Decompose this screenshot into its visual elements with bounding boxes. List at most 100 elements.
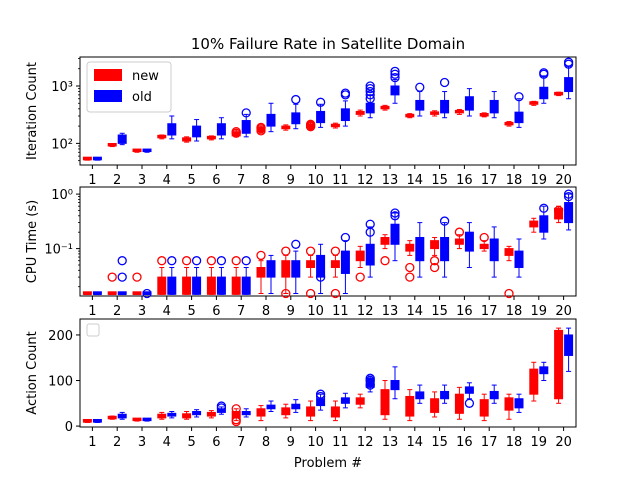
x-tick-label: 4 <box>163 435 171 450</box>
outlier-point <box>539 203 549 213</box>
box-body <box>564 334 574 356</box>
x-tick-label: 5 <box>187 435 195 450</box>
box-new-8 <box>256 122 266 136</box>
box-old-2 <box>117 256 127 296</box>
box-body <box>291 112 301 125</box>
outlier-point <box>539 68 549 78</box>
box-new-10 <box>306 400 316 422</box>
box-old-11 <box>340 392 350 409</box>
box-new-14 <box>405 113 415 119</box>
outlier-point <box>390 208 400 218</box>
box-body <box>514 250 524 269</box>
box-old-13 <box>390 66 400 104</box>
outlier-point <box>305 246 316 256</box>
box-body <box>464 231 474 252</box>
box-body <box>241 120 251 134</box>
outlier-point <box>390 66 400 76</box>
box-body <box>206 276 216 295</box>
box-new-15 <box>430 391 440 418</box>
x-tick-label: 19 <box>531 435 548 450</box>
box-old-12 <box>365 219 375 278</box>
box-body <box>454 393 464 414</box>
box-new-20 <box>553 205 564 224</box>
x-tick-label: 16 <box>456 173 473 188</box>
box-old-1 <box>92 291 102 296</box>
legend-empty <box>86 323 100 337</box>
box-new-12 <box>355 109 365 117</box>
x-tick-label: 8 <box>262 173 270 188</box>
outlier-point <box>231 127 241 137</box>
outlier-point <box>291 94 301 105</box>
x-tick-label: 14 <box>407 173 424 188</box>
x-tick-label: 8 <box>262 304 270 319</box>
outlier-point <box>429 262 440 273</box>
y-tick-label: 10³ <box>51 80 73 95</box>
plot-frame <box>79 56 577 166</box>
x-tick-label: 1 <box>88 435 96 450</box>
box-old-7 <box>241 408 251 418</box>
box-body <box>157 276 167 295</box>
box-new-16 <box>454 386 464 420</box>
box-old-20 <box>563 189 574 231</box>
box-old-20 <box>563 57 574 100</box>
box-body <box>281 260 291 278</box>
legend-label-old: old <box>132 90 152 105</box>
x-tick-label: 3 <box>138 173 146 188</box>
box-new-14 <box>405 389 415 422</box>
box-body <box>365 102 375 114</box>
outlier-point <box>216 401 227 411</box>
x-tick-label: 6 <box>212 304 220 319</box>
outlier-point <box>330 288 341 299</box>
x-axis-label: Problem # <box>294 456 362 471</box>
x-tick-label: 4 <box>163 173 171 188</box>
x-tick-label: 13 <box>382 435 399 450</box>
box-new-7 <box>231 404 241 427</box>
x-tick-label: 11 <box>332 435 349 450</box>
box-body <box>405 395 415 417</box>
x-tick-label: 2 <box>113 435 121 450</box>
box-old-4 <box>167 256 177 295</box>
legend-swatch-old <box>94 90 122 102</box>
box-new-9 <box>281 246 291 299</box>
box-body <box>216 123 226 136</box>
outlier-point <box>355 272 365 282</box>
outlier-point <box>315 272 326 282</box>
outlier-point <box>291 239 301 249</box>
box-body <box>340 108 350 122</box>
box-new-19 <box>529 100 539 106</box>
outlier-point <box>315 97 326 107</box>
x-tick-label: 3 <box>138 435 146 450</box>
box-new-5 <box>182 411 192 420</box>
box-new-12 <box>355 393 365 409</box>
box-new-4 <box>157 134 167 140</box>
x-tick-label: 18 <box>506 304 523 319</box>
outlier-point <box>365 94 375 104</box>
box-old-6 <box>216 401 227 415</box>
y-axis-label: Action Count <box>25 331 40 414</box>
x-tick-label: 10 <box>307 435 324 450</box>
box-new-20 <box>554 327 564 404</box>
box-new-16 <box>454 227 465 250</box>
plot-frame <box>79 318 577 428</box>
y-tick-label: 200 <box>48 329 73 344</box>
box-new-3 <box>132 272 142 296</box>
box-old-5 <box>192 409 202 418</box>
outlier-point <box>117 256 127 266</box>
outlier-point <box>365 81 375 91</box>
box-new-19 <box>529 217 539 233</box>
x-tick-label: 16 <box>456 304 473 319</box>
outlier-point <box>191 256 202 266</box>
x-tick-label: 13 <box>382 304 399 319</box>
x-tick-label: 9 <box>287 435 295 450</box>
legend: new old <box>86 61 172 113</box>
y-tick-label: 0 <box>65 420 73 435</box>
x-tick-label: 11 <box>332 304 349 319</box>
x-tick-label: 9 <box>287 304 295 319</box>
box-body <box>306 260 316 269</box>
box-new-17 <box>479 112 489 118</box>
x-tick-label: 6 <box>212 435 220 450</box>
box-old-17 <box>489 226 499 278</box>
box-body <box>192 276 202 295</box>
